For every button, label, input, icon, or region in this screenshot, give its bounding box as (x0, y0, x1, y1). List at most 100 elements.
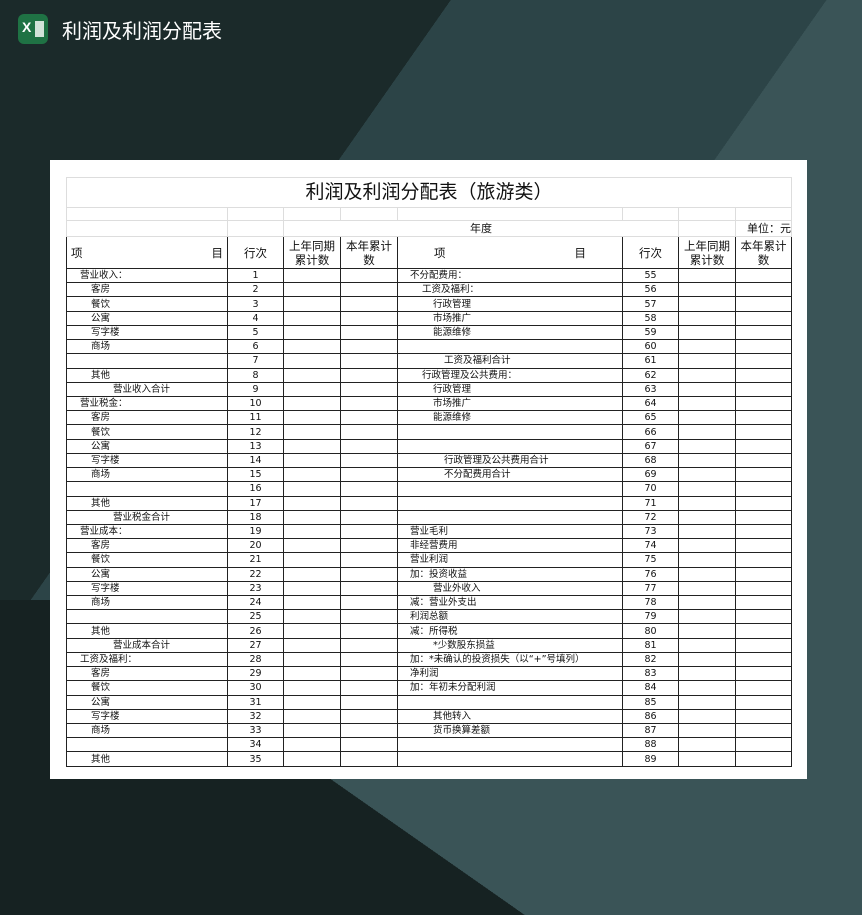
right-row-no-cell[interactable]: 63 (622, 381, 679, 397)
left-row-no-cell[interactable]: 8 (227, 367, 284, 383)
left-item-cell[interactable]: 公寓 (66, 438, 228, 454)
left-item-cell[interactable] (66, 737, 228, 753)
left-row-no-cell[interactable]: 17 (227, 495, 284, 511)
right-curr-cell[interactable] (735, 467, 792, 483)
left-item-cell[interactable]: 公寓 (66, 310, 228, 326)
left-item-cell[interactable] (66, 609, 228, 625)
right-curr-cell[interactable] (735, 609, 792, 625)
right-row-no-cell[interactable]: 62 (622, 367, 679, 383)
left-row-no-cell[interactable]: 9 (227, 381, 284, 397)
right-item-cell[interactable]: 行政管理及公共费用合计 (397, 452, 623, 469)
right-prev-cell[interactable] (678, 580, 736, 597)
right-row-no-cell[interactable]: 55 (622, 267, 679, 284)
left-curr-cell[interactable] (340, 353, 398, 369)
right-curr-cell[interactable] (735, 523, 792, 540)
left-prev-cell[interactable] (283, 267, 341, 284)
left-prev-cell[interactable] (283, 566, 341, 582)
left-item-cell[interactable]: 客房 (66, 666, 228, 682)
right-curr-cell[interactable] (735, 481, 792, 497)
left-item-cell[interactable]: 公寓 (66, 566, 228, 582)
right-prev-cell[interactable] (678, 623, 736, 639)
left-row-no-cell[interactable]: 30 (227, 680, 284, 696)
right-row-no-cell[interactable]: 75 (622, 552, 679, 568)
right-prev-cell[interactable] (678, 452, 736, 469)
right-row-no-cell[interactable]: 64 (622, 395, 679, 412)
right-curr-cell[interactable] (735, 267, 792, 284)
right-row-no-cell[interactable]: 68 (622, 452, 679, 469)
right-curr-cell[interactable] (735, 381, 792, 397)
left-prev-cell[interactable] (283, 296, 341, 312)
left-item-cell[interactable]: 写字楼 (66, 452, 228, 469)
right-curr-cell[interactable] (735, 708, 792, 725)
left-curr-cell[interactable] (340, 737, 398, 753)
right-curr-cell[interactable] (735, 651, 792, 668)
right-prev-cell[interactable] (678, 495, 736, 511)
left-row-no-cell[interactable]: 25 (227, 609, 284, 625)
left-row-no-cell[interactable]: 23 (227, 580, 284, 597)
left-row-no-cell[interactable]: 20 (227, 538, 284, 554)
left-curr-cell[interactable] (340, 381, 398, 397)
left-prev-cell[interactable] (283, 637, 341, 653)
right-row-no-cell[interactable]: 61 (622, 353, 679, 369)
left-row-no-cell[interactable]: 27 (227, 637, 284, 653)
left-curr-cell[interactable] (340, 651, 398, 668)
right-prev-cell[interactable] (678, 609, 736, 625)
right-item-cell[interactable]: 加：*未确认的投资损失（以“+”号填列） (397, 651, 623, 668)
right-prev-cell[interactable] (678, 737, 736, 753)
right-item-cell[interactable]: 减：所得税 (397, 623, 623, 639)
left-prev-cell[interactable] (283, 467, 341, 483)
right-curr-cell[interactable] (735, 353, 792, 369)
right-curr-cell[interactable] (735, 324, 792, 341)
left-item-cell[interactable]: 写字楼 (66, 324, 228, 341)
left-curr-cell[interactable] (340, 424, 398, 440)
right-item-cell[interactable] (397, 751, 623, 767)
left-item-cell[interactable]: 其他 (66, 623, 228, 639)
left-curr-cell[interactable] (340, 680, 398, 696)
right-prev-cell[interactable] (678, 595, 736, 611)
right-prev-cell[interactable] (678, 381, 736, 397)
right-curr-cell[interactable] (735, 552, 792, 568)
right-item-cell[interactable]: 能源维修 (397, 324, 623, 341)
left-prev-cell[interactable] (283, 424, 341, 440)
right-item-cell[interactable]: 工资及福利： (397, 282, 623, 298)
left-row-no-cell[interactable]: 19 (227, 523, 284, 540)
right-row-no-cell[interactable]: 72 (622, 509, 679, 525)
right-curr-cell[interactable] (735, 623, 792, 639)
left-curr-cell[interactable] (340, 637, 398, 653)
right-row-no-cell[interactable]: 69 (622, 467, 679, 483)
right-item-cell[interactable]: 工资及福利合计 (397, 353, 623, 369)
right-prev-cell[interactable] (678, 751, 736, 767)
left-item-cell[interactable]: 营业税金合计 (66, 509, 228, 525)
left-prev-cell[interactable] (283, 381, 341, 397)
left-row-no-cell[interactable]: 24 (227, 595, 284, 611)
right-curr-cell[interactable] (735, 722, 792, 739)
right-row-no-cell[interactable]: 87 (622, 722, 679, 739)
left-item-cell[interactable]: 餐饮 (66, 552, 228, 568)
left-prev-cell[interactable] (283, 410, 341, 426)
right-item-cell[interactable]: 减：营业外支出 (397, 595, 623, 611)
right-item-cell[interactable]: 非经营费用 (397, 538, 623, 554)
left-row-no-cell[interactable]: 5 (227, 324, 284, 341)
left-item-cell[interactable]: 写字楼 (66, 580, 228, 597)
left-prev-cell[interactable] (283, 737, 341, 753)
right-curr-cell[interactable] (735, 367, 792, 383)
left-prev-cell[interactable] (283, 595, 341, 611)
right-curr-cell[interactable] (735, 751, 792, 767)
right-curr-cell[interactable] (735, 580, 792, 597)
left-curr-cell[interactable] (340, 296, 398, 312)
right-prev-cell[interactable] (678, 282, 736, 298)
left-curr-cell[interactable] (340, 452, 398, 469)
right-item-cell[interactable]: 加：年初未分配利润 (397, 680, 623, 696)
right-row-no-cell[interactable]: 89 (622, 751, 679, 767)
left-prev-cell[interactable] (283, 452, 341, 469)
right-row-no-cell[interactable]: 76 (622, 566, 679, 582)
left-curr-cell[interactable] (340, 481, 398, 497)
left-curr-cell[interactable] (340, 595, 398, 611)
left-prev-cell[interactable] (283, 438, 341, 454)
left-curr-cell[interactable] (340, 467, 398, 483)
right-prev-cell[interactable] (678, 651, 736, 668)
left-item-cell[interactable]: 餐饮 (66, 296, 228, 312)
right-curr-cell[interactable] (735, 495, 792, 511)
left-curr-cell[interactable] (340, 623, 398, 639)
left-row-no-cell[interactable]: 33 (227, 722, 284, 739)
